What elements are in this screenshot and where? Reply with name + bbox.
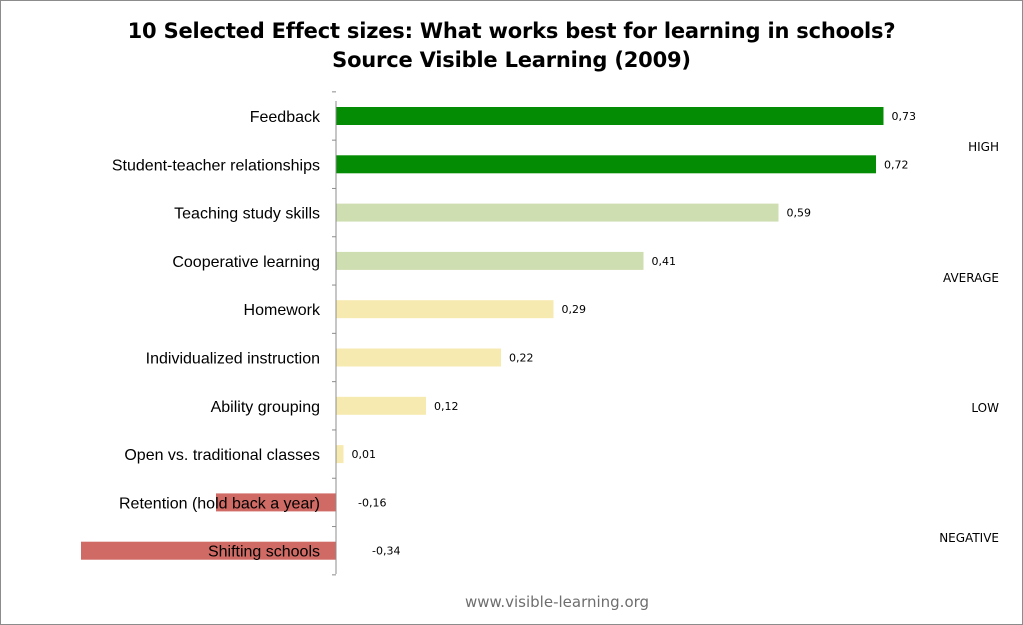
bar bbox=[336, 445, 344, 464]
zone-label-low: LOW bbox=[971, 401, 999, 415]
chart-subtitle: Source Visible Learning (2009) bbox=[332, 48, 691, 72]
value-label: 0,72 bbox=[884, 158, 909, 171]
bar bbox=[336, 203, 779, 222]
value-label: 0,29 bbox=[562, 303, 587, 316]
bar bbox=[336, 300, 554, 319]
value-label: -0,34 bbox=[372, 545, 400, 558]
value-label: 0,22 bbox=[509, 352, 534, 365]
chart-title: 10 Selected Effect sizes: What works bes… bbox=[1, 17, 1022, 75]
category-label: Individualized instruction bbox=[146, 351, 320, 368]
category-label: Open vs. traditional classes bbox=[124, 447, 320, 464]
category-label: Student-teacher relationships bbox=[112, 157, 320, 174]
category-label: Homework bbox=[244, 302, 321, 319]
bar bbox=[336, 107, 884, 125]
value-label: -0,16 bbox=[358, 496, 386, 509]
chart-title-line1: 10 Selected Effect sizes: What works bes… bbox=[127, 19, 896, 43]
bar bbox=[336, 348, 501, 367]
category-label: Ability grouping bbox=[211, 399, 320, 416]
zone-label-high: HIGH bbox=[968, 140, 999, 154]
category-label: Retention (hold back a year) bbox=[119, 495, 320, 512]
bar bbox=[336, 251, 644, 270]
bar bbox=[336, 155, 876, 174]
zone-label-average: AVERAGE bbox=[943, 271, 999, 285]
zone-label-negative: NEGATIVE bbox=[939, 531, 999, 545]
category-label: Feedback bbox=[250, 109, 321, 126]
value-label: 0,73 bbox=[892, 110, 917, 123]
bar bbox=[216, 493, 336, 512]
bar bbox=[336, 396, 426, 415]
value-label: 0,12 bbox=[434, 400, 459, 413]
footer-source-url: www.visible-learning.org bbox=[464, 593, 650, 611]
category-label: Shifting schools bbox=[208, 544, 320, 561]
value-label: 0,01 bbox=[352, 448, 377, 461]
bar bbox=[81, 541, 336, 560]
value-label: 0,59 bbox=[787, 207, 812, 220]
category-label: Teaching study skills bbox=[174, 206, 320, 223]
value-label: 0,41 bbox=[652, 255, 677, 268]
category-label: Cooperative learning bbox=[172, 254, 320, 271]
